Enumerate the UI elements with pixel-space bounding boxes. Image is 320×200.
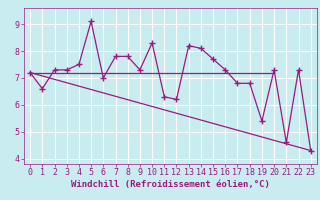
- X-axis label: Windchill (Refroidissement éolien,°C): Windchill (Refroidissement éolien,°C): [71, 180, 270, 189]
